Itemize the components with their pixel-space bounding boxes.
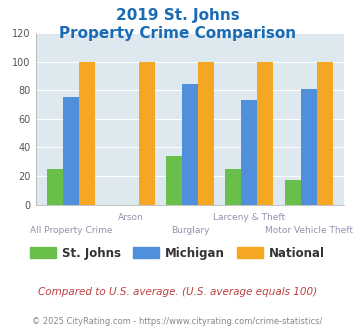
Text: 2019 St. Johns: 2019 St. Johns bbox=[116, 8, 239, 23]
Text: Burglary: Burglary bbox=[171, 226, 209, 235]
Bar bbox=[225, 169, 241, 205]
Bar bbox=[166, 156, 182, 205]
Bar bbox=[198, 62, 214, 205]
Bar bbox=[257, 62, 273, 205]
Bar bbox=[241, 100, 257, 205]
Legend: St. Johns, Michigan, National: St. Johns, Michigan, National bbox=[31, 247, 324, 260]
Text: © 2025 CityRating.com - https://www.cityrating.com/crime-statistics/: © 2025 CityRating.com - https://www.city… bbox=[32, 317, 323, 326]
Bar bbox=[182, 84, 198, 205]
Bar bbox=[317, 62, 333, 205]
Bar bbox=[63, 97, 79, 205]
Text: Motor Vehicle Theft: Motor Vehicle Theft bbox=[265, 226, 353, 235]
Bar bbox=[285, 180, 301, 205]
Text: Arson: Arson bbox=[118, 213, 143, 222]
Bar bbox=[79, 62, 95, 205]
Text: Property Crime Comparison: Property Crime Comparison bbox=[59, 26, 296, 41]
Text: All Property Crime: All Property Crime bbox=[30, 226, 113, 235]
Text: Compared to U.S. average. (U.S. average equals 100): Compared to U.S. average. (U.S. average … bbox=[38, 287, 317, 297]
Text: Larceny & Theft: Larceny & Theft bbox=[213, 213, 285, 222]
Bar bbox=[301, 89, 317, 205]
Bar bbox=[47, 169, 63, 205]
Bar bbox=[138, 62, 154, 205]
